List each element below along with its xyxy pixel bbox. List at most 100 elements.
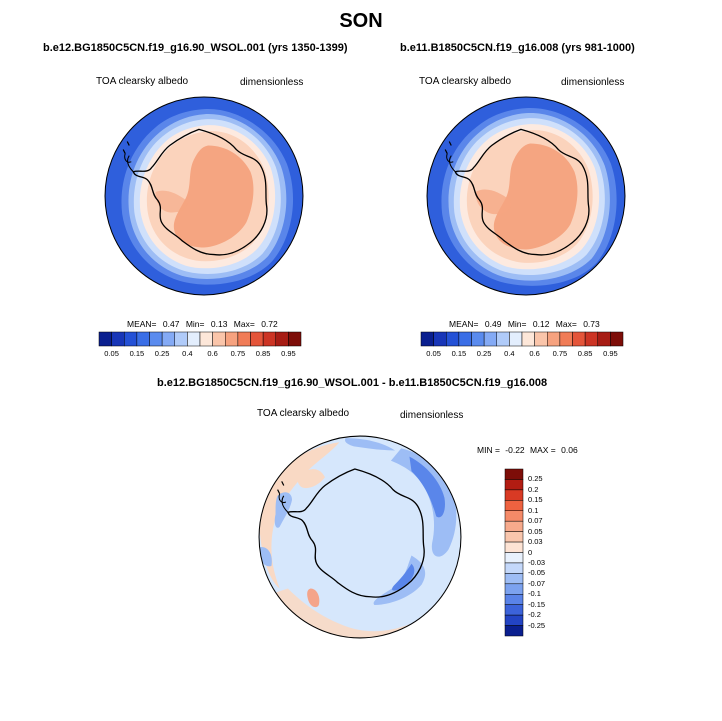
colorbar-cell	[504, 468, 524, 480]
islands-coast	[122, 141, 130, 154]
colorbar-cell	[610, 331, 624, 347]
diff-cool-north	[345, 438, 396, 451]
colorbar-cell	[483, 331, 498, 347]
colorbar-tick-label: 0.4	[504, 349, 515, 358]
panel2-min-label: Min=	[507, 319, 527, 329]
diff-units-label: dimensionless	[400, 410, 464, 421]
colorbar-cell	[509, 331, 523, 347]
panel1-mean-value: 0.47	[162, 319, 180, 329]
diff-warm-spot	[307, 588, 320, 608]
colorbar-cell	[521, 331, 535, 347]
diff-cool-east-strong	[409, 456, 445, 518]
colorbar-cell	[187, 331, 201, 347]
colorbar-tick-label: 0.6	[529, 349, 540, 358]
colorbar-cell	[98, 331, 112, 347]
colorbar-tick-label: 0.25	[154, 349, 170, 358]
panel2-units-label: dimensionless	[561, 77, 625, 88]
colorbar-cell	[504, 614, 524, 626]
colorbar-cell	[572, 331, 586, 347]
map-panel-2	[426, 96, 626, 296]
colorbar-cell	[225, 331, 239, 347]
colorbar-tick-label: 0.85	[255, 349, 271, 358]
colorbar-tick-label: 0.15	[451, 349, 467, 358]
colorbar-cell	[262, 331, 277, 347]
map-boundary	[104, 96, 304, 296]
band-ice-inner	[173, 145, 254, 248]
islands-coast	[277, 481, 285, 495]
colorbar-cell	[199, 331, 213, 347]
panel2-min-value: 0.12	[532, 319, 550, 329]
colorbar-tick-label: -0.05	[528, 568, 546, 578]
panel1-mean-label: MEAN=	[127, 319, 157, 329]
panel2-variable-label: TOA clearsky albedo	[419, 76, 512, 87]
colorbar-cell	[504, 625, 524, 637]
diff-cool-west	[274, 492, 293, 528]
colorbar-tick-label: 0.15	[528, 495, 543, 505]
colorbar-tick-label: 0.2	[528, 484, 539, 494]
panel2-max-value: 0.73	[583, 319, 600, 329]
colorbar-tick-label: 0.15	[129, 349, 145, 358]
antarctica-coastline	[454, 128, 590, 256]
map-panel-1	[104, 96, 304, 296]
colorbar-cell	[161, 331, 176, 347]
panel1-stats: MEAN= 0.47 Min= 0.13 Max= 0.72	[127, 319, 278, 329]
colorbar-cell	[504, 594, 524, 605]
diff-warm-patch	[297, 469, 325, 489]
colorbar-cell	[149, 331, 163, 347]
colorbar-tick-label: 0.4	[182, 349, 193, 358]
panel1-units-label: dimensionless	[240, 77, 304, 88]
colorbar-tick-label: 0.6	[207, 349, 218, 358]
colorbar-tick-label: 0.05	[528, 526, 543, 536]
panel2-mean-value: 0.49	[484, 319, 502, 329]
colorbar-cell	[504, 573, 524, 585]
colorbar-cell	[250, 331, 264, 347]
colorbar-cell	[547, 331, 561, 347]
colorbar-tick-label: -0.1	[528, 589, 541, 599]
panel1-min-value: 0.13	[210, 319, 228, 329]
colorbar-cell	[584, 331, 599, 347]
colorbar-panel-1	[98, 331, 302, 347]
panel1-max-label: Max=	[233, 319, 255, 329]
colorbar-cell	[496, 331, 510, 347]
ice-shelf-patch	[475, 189, 511, 215]
panel2-mean-label: MEAN=	[449, 319, 479, 329]
panel2-case-title: b.e11.B1850C5CN.f19_g16.008 (yrs 981-100…	[400, 42, 635, 54]
colorbar-cell	[504, 479, 524, 491]
peninsula-coast	[446, 153, 456, 173]
colorbar-cell	[504, 531, 524, 543]
colorbar-cell	[458, 331, 472, 347]
panel1-variable-label: TOA clearsky albedo	[96, 76, 189, 87]
antarctica-coastline	[132, 128, 268, 256]
colorbar-difference	[504, 468, 524, 637]
diff-warm-west	[259, 442, 340, 589]
diff-max-value: 0.06	[561, 445, 578, 455]
colorbar-cell	[124, 331, 138, 347]
band-ice-inner	[493, 143, 578, 250]
colorbar-tick-label: 0.75	[552, 349, 568, 358]
ice-shelf-patch	[155, 190, 188, 213]
colorbar-cell	[504, 510, 524, 522]
diff-min-value: -0.22	[505, 445, 525, 455]
colorbar-tick-label: 0.75	[230, 349, 246, 358]
colorbar-tick-label: 0.03	[528, 537, 543, 547]
diff-case-title: b.e12.BG1850C5CN.f19_g16.90_WSOL.001 - b…	[157, 377, 548, 389]
peninsula-coast	[124, 153, 134, 173]
colorbar-cell	[446, 331, 460, 347]
colorbar-cell	[136, 331, 150, 347]
islands-coast	[444, 141, 452, 154]
colorbar-tick-label: 0.07	[528, 516, 543, 526]
colorbar-tick-label: 0.85	[577, 349, 593, 358]
colorbar-tick-label: 0.05	[426, 349, 441, 358]
peninsula-coast	[278, 493, 289, 513]
colorbar-tick-label: 0	[528, 547, 533, 557]
panel1-case-title: b.e12.BG1850C5CN.f19_g16.90_WSOL.001 (yr…	[43, 42, 348, 54]
map-panel-difference	[258, 435, 462, 639]
colorbar-tick-label: 0.1	[528, 505, 539, 515]
map-boundary	[426, 96, 626, 296]
colorbar-cell	[275, 331, 289, 347]
diff-variable-label: TOA clearsky albedo	[257, 408, 350, 419]
colorbar-tick-label: -0.03	[528, 557, 546, 567]
colorbar-tick-label: -0.07	[528, 578, 546, 588]
colorbar-cell	[504, 489, 524, 501]
colorbar-tick-label: 0.25	[476, 349, 492, 358]
